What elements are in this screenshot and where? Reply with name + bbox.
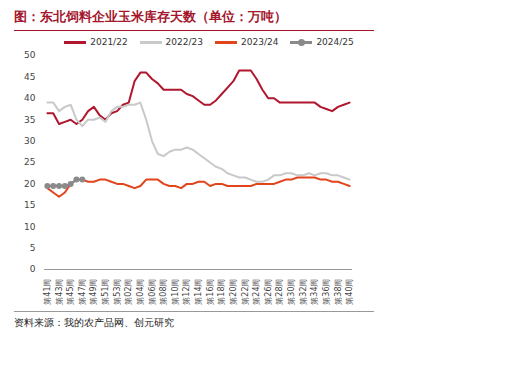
svg-text:第22周: 第22周 (241, 279, 250, 305)
svg-text:30: 30 (24, 136, 36, 146)
svg-text:第04周: 第04周 (136, 279, 145, 305)
svg-text:第20周: 第20周 (229, 279, 238, 305)
html-text:图：东北饲料企业玉米库存天数（单位：万吨）: 图：东北饲料企业玉米库存天数（单位：万吨） (14, 9, 287, 24)
svg-text:0: 0 (30, 264, 36, 274)
html-text:2021/22: 2021/22 (90, 37, 128, 47)
svg-text:45: 45 (24, 72, 35, 82)
svg-text:第43周: 第43周 (55, 279, 64, 305)
html-text:2023/24: 2023/24 (241, 37, 279, 47)
svg-text:第12周: 第12周 (182, 279, 191, 305)
svg-text:第40周: 第40周 (345, 279, 354, 305)
svg-text:第47周: 第47周 (78, 279, 87, 305)
svg-text:15: 15 (24, 200, 35, 210)
svg-text:第24周: 第24周 (252, 279, 261, 305)
svg-text:第06周: 第06周 (148, 279, 157, 305)
svg-text:第32周: 第32周 (299, 279, 308, 305)
svg-text:第02周: 第02周 (124, 279, 133, 305)
svg-text:第14周: 第14周 (194, 279, 203, 305)
svg-text:第45周: 第45周 (66, 279, 75, 305)
svg-text:第26周: 第26周 (264, 279, 273, 305)
svg-text:第08周: 第08周 (159, 279, 168, 305)
svg-text:第34周: 第34周 (310, 279, 319, 305)
svg-text:第51周: 第51周 (101, 279, 110, 305)
svg-text:35: 35 (24, 115, 35, 125)
html-text:资料来源：我的农产品网、创元研究: 资料来源：我的农产品网、创元研究 (14, 317, 174, 328)
svg-text:5: 5 (30, 243, 36, 253)
svg-text:第36周: 第36周 (322, 279, 331, 305)
svg-text:第28周: 第28周 (275, 279, 284, 305)
svg-text:第38周: 第38周 (334, 279, 343, 305)
svg-text:第49周: 第49周 (89, 279, 98, 305)
html-text:2022/23: 2022/23 (165, 37, 203, 47)
svg-text:10: 10 (24, 222, 36, 232)
svg-text:20: 20 (24, 179, 36, 189)
svg-text:第30周: 第30周 (287, 279, 296, 305)
svg-text:50: 50 (24, 50, 36, 60)
html-text:2024/25: 2024/25 (316, 37, 354, 47)
svg-text:25: 25 (24, 157, 35, 167)
svg-text:第53周: 第53周 (113, 279, 122, 305)
svg-text:第10周: 第10周 (171, 279, 180, 305)
svg-text:第16周: 第16周 (206, 279, 215, 305)
svg-text:第18周: 第18周 (217, 279, 226, 305)
svg-text:40: 40 (24, 93, 36, 103)
svg-text:第41周: 第41周 (43, 279, 52, 305)
